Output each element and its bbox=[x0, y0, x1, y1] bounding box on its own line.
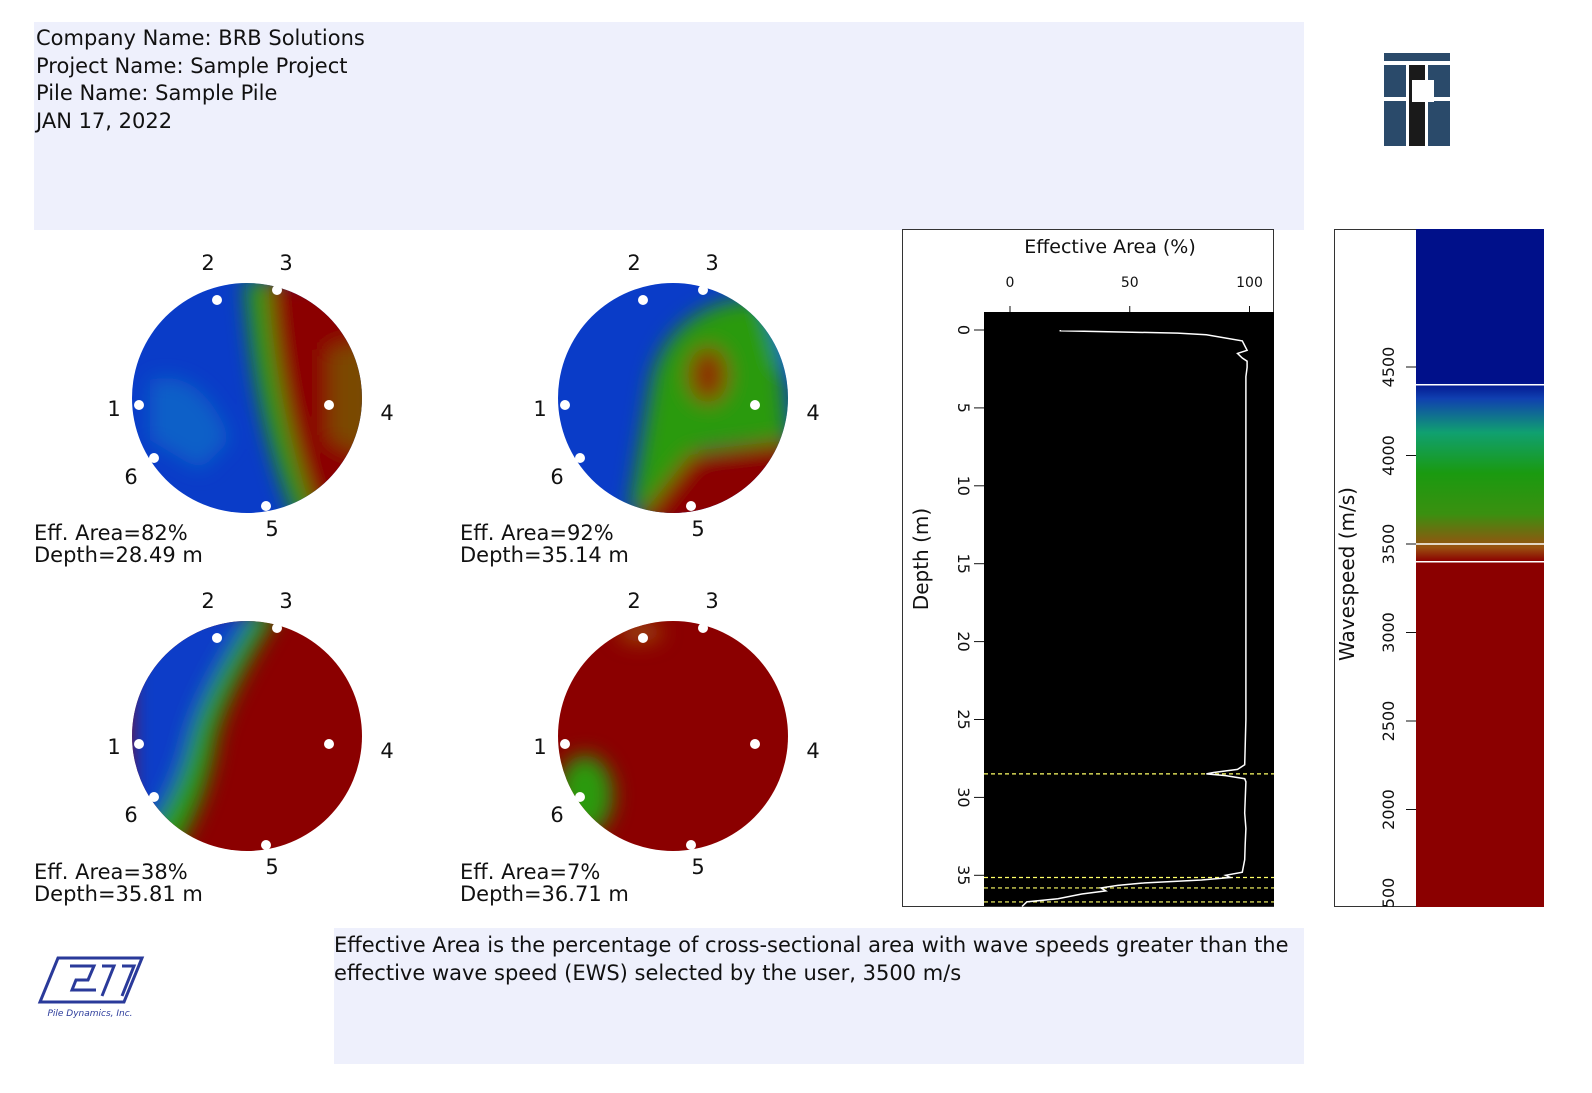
tube-label: 6 bbox=[550, 803, 563, 827]
plot-area bbox=[984, 312, 1274, 906]
tube-label: 5 bbox=[265, 517, 278, 541]
note-panel: Effective Area is the percentage of cros… bbox=[334, 928, 1304, 1064]
y-tick-label: 10 bbox=[954, 476, 973, 496]
tube-label: 1 bbox=[107, 397, 120, 421]
effective-area-chart: Effective Area (%) 0 50 100 0 5 10 15 20 25 30 35… bbox=[902, 229, 1274, 908]
x-axis: 0 50 100 bbox=[1006, 275, 1263, 312]
project-name: Project Name: Sample Project bbox=[36, 53, 348, 78]
tomogram-3-area: Eff. Area=38% bbox=[34, 860, 188, 884]
tube-label: 3 bbox=[705, 589, 718, 613]
y-tick-label: 35 bbox=[954, 865, 973, 885]
tube-label: 3 bbox=[279, 251, 292, 275]
tube-label: 3 bbox=[279, 589, 292, 613]
tube-label: 6 bbox=[124, 803, 137, 827]
tomogram-2-depth: Depth=35.14 m bbox=[460, 543, 629, 567]
y-tick-label: 5 bbox=[954, 403, 973, 413]
colorbar-tick-label-partial: 1500 bbox=[1379, 878, 1398, 908]
company-name: Company Name: BRB Solutions bbox=[36, 26, 365, 50]
tomogram-1: 1 2 3 4 5 6 bbox=[107, 251, 393, 541]
y-tick-label: 25 bbox=[954, 709, 973, 729]
tube-label: 1 bbox=[107, 735, 120, 759]
tube-label: 5 bbox=[265, 855, 278, 879]
x-tick-label: 50 bbox=[1121, 275, 1139, 291]
brand-logo-icon bbox=[1384, 53, 1450, 146]
tube-label: 2 bbox=[201, 251, 214, 275]
tomogram-3-depth: Depth=35.81 m bbox=[34, 882, 203, 906]
y-axis: 0 5 10 15 20 25 30 35 bbox=[954, 325, 984, 885]
tube-label: 2 bbox=[201, 589, 214, 613]
tube-label: 6 bbox=[124, 465, 137, 489]
tube-label: 1 bbox=[533, 735, 546, 759]
tube-label: 5 bbox=[691, 855, 704, 879]
colorbar-tick-label: 4000 bbox=[1379, 435, 1398, 476]
tomogram-panel: 1 2 3 4 5 6 1 2 3 4 5 6 bbox=[107, 251, 819, 879]
colorbar-markers bbox=[1416, 383, 1544, 563]
colorbar-frame bbox=[1334, 229, 1417, 907]
colorbar-tick-label: 2000 bbox=[1379, 789, 1398, 830]
colorbar-tick-label: 3000 bbox=[1379, 612, 1398, 653]
pdi-logo-icon: Pile Dynamics, Inc. bbox=[37, 956, 145, 1019]
tube-label: 6 bbox=[550, 465, 563, 489]
effective-area-line bbox=[1021, 330, 1249, 908]
y-axis-label: Depth (m) bbox=[909, 508, 933, 610]
tube-label: 4 bbox=[380, 739, 393, 763]
colorbar-tick-label: 3500 bbox=[1379, 524, 1398, 565]
colorbar-axis: 2000 2500 3000 3500 4000 4500 1500 bbox=[1379, 347, 1416, 908]
tube-label: 4 bbox=[380, 401, 393, 425]
chart-title: Effective Area (%) bbox=[1024, 236, 1196, 258]
tomogram-1-area: Eff. Area=82% bbox=[34, 521, 188, 545]
y-tick-label: 0 bbox=[954, 325, 973, 335]
tomogram-2: 1 2 3 4 5 6 bbox=[533, 251, 819, 541]
tomogram-3: 1 2 3 4 5 6 bbox=[107, 589, 393, 879]
x-tick-label: 100 bbox=[1236, 275, 1263, 291]
tube-label: 2 bbox=[627, 251, 640, 275]
tube-label: 5 bbox=[691, 517, 704, 541]
pdi-logo-caption: Pile Dynamics, Inc. bbox=[47, 1009, 132, 1019]
colorbar-tick-label: 4500 bbox=[1379, 347, 1398, 388]
report-date: JAN 17, 2022 bbox=[36, 108, 173, 133]
tube-label: 4 bbox=[806, 401, 819, 425]
colorbar-label: Wavespeed (m/s) bbox=[1335, 487, 1359, 661]
effective-area-note: Effective Area is the percentage of cros… bbox=[334, 933, 1289, 985]
tomogram-4-depth: Depth=36.71 m bbox=[460, 882, 629, 906]
tomogram-2-area: Eff. Area=92% bbox=[460, 521, 614, 545]
tube-label: 2 bbox=[627, 589, 640, 613]
colorbar-tick-label: 2500 bbox=[1379, 701, 1398, 742]
y-tick-label: 30 bbox=[954, 787, 973, 807]
pile-name: Pile Name: Sample Pile bbox=[36, 81, 278, 105]
wavespeed-colorbar: 2000 2500 3000 3500 4000 4500 1500 Wavespeed (… bbox=[1334, 229, 1544, 908]
tomogram-4-area: Eff. Area=7% bbox=[460, 860, 601, 884]
y-tick-label: 15 bbox=[954, 554, 973, 574]
tomogram-4: 1 2 3 4 5 6 bbox=[533, 589, 819, 879]
tube-label: 1 bbox=[533, 397, 546, 421]
y-tick-label: 20 bbox=[954, 631, 973, 651]
tube-label: 4 bbox=[806, 739, 819, 763]
x-tick-label: 0 bbox=[1006, 275, 1015, 291]
tomogram-1-depth: Depth=28.49 m bbox=[34, 543, 203, 567]
tube-label: 3 bbox=[705, 251, 718, 275]
transducer-markers bbox=[134, 285, 334, 511]
header-panel: Company Name: BRB Solutions Project Name… bbox=[34, 22, 1304, 230]
colorbar-gradient bbox=[1416, 229, 1544, 907]
